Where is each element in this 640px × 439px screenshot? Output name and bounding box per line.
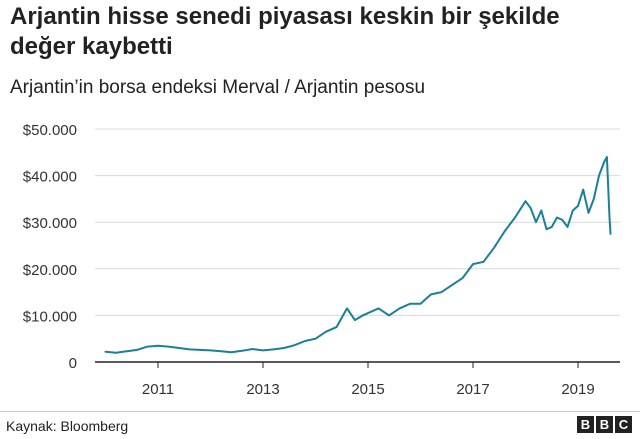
logo-letter: C: [615, 416, 632, 433]
y-tick-label: $40.000: [23, 169, 77, 186]
source-note: Kaynak: Bloomberg: [6, 418, 129, 434]
bbc-logo: B B C: [577, 416, 632, 433]
chart-subtitle: Arjantin’in borsa endeksi Merval / Arjan…: [10, 77, 426, 98]
x-tick-label: 2019: [561, 381, 594, 398]
y-axis-labels: 0 $10.000 $20.000 $30.000 $40.000 $50.000: [23, 122, 77, 372]
x-tick-label: 2013: [246, 381, 279, 398]
x-tick-label: 2017: [456, 381, 489, 398]
line-chart: 0 $10.000 $20.000 $30.000 $40.000 $50.000 201…: [23, 122, 620, 398]
logo-letter: B: [577, 416, 594, 433]
x-axis: 2011 2013 2015 2017 2019: [95, 361, 620, 398]
y-tick-label: $10.000: [23, 308, 77, 325]
y-tick-label: $20.000: [23, 262, 77, 279]
merval-series-line: [104, 156, 612, 354]
y-tick-label: 0: [69, 355, 77, 372]
gridlines: [95, 128, 620, 316]
logo-letter: B: [596, 416, 613, 433]
x-tick-label: 2015: [351, 381, 384, 398]
series-layer: [104, 156, 612, 354]
chart-title: Arjantin hisse senedi piyasası keskin bi…: [10, 3, 560, 60]
footer-divider: [0, 411, 640, 412]
x-tick-label: 2011: [142, 381, 174, 398]
y-tick-label: $50.000: [23, 122, 77, 139]
y-tick-label: $30.000: [23, 215, 77, 232]
